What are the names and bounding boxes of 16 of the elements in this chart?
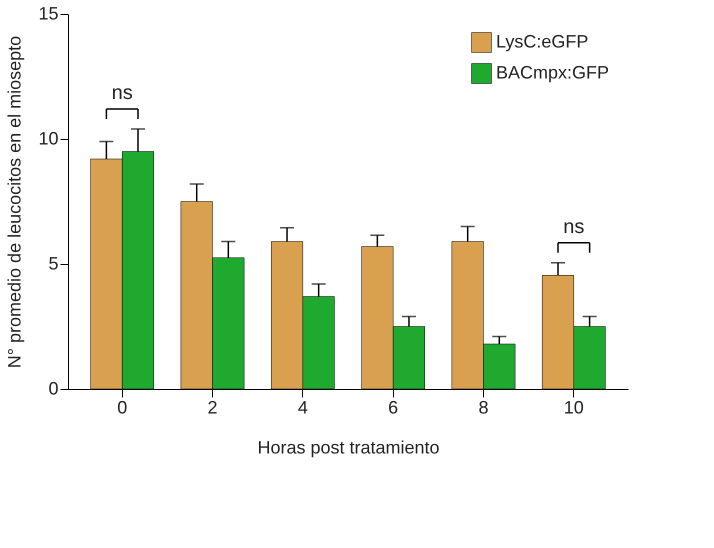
y-tick-label: 15 — [38, 4, 58, 24]
x-tick-label: 10 — [564, 398, 584, 418]
y-tick-label: 10 — [38, 128, 58, 148]
annotation: ns — [112, 82, 133, 104]
y-axis-title: N° promedio de leucocitos en el miosepto — [4, 36, 24, 368]
legend-label: BACmpx:GFP — [496, 62, 610, 82]
y-tick-label: 5 — [48, 254, 58, 274]
x-tick-label: 6 — [388, 398, 398, 418]
x-tick-label: 2 — [208, 398, 218, 418]
x-tick-label: 8 — [478, 398, 488, 418]
x-tick-label: 4 — [298, 398, 308, 418]
annotation: ns — [563, 216, 584, 238]
y-tick-label: 0 — [48, 378, 58, 398]
x-tick-label: 0 — [117, 398, 128, 418]
legend-label: LysC:eGFP — [496, 32, 588, 52]
x-axis-title: Horas post tratamiento — [257, 438, 440, 458]
